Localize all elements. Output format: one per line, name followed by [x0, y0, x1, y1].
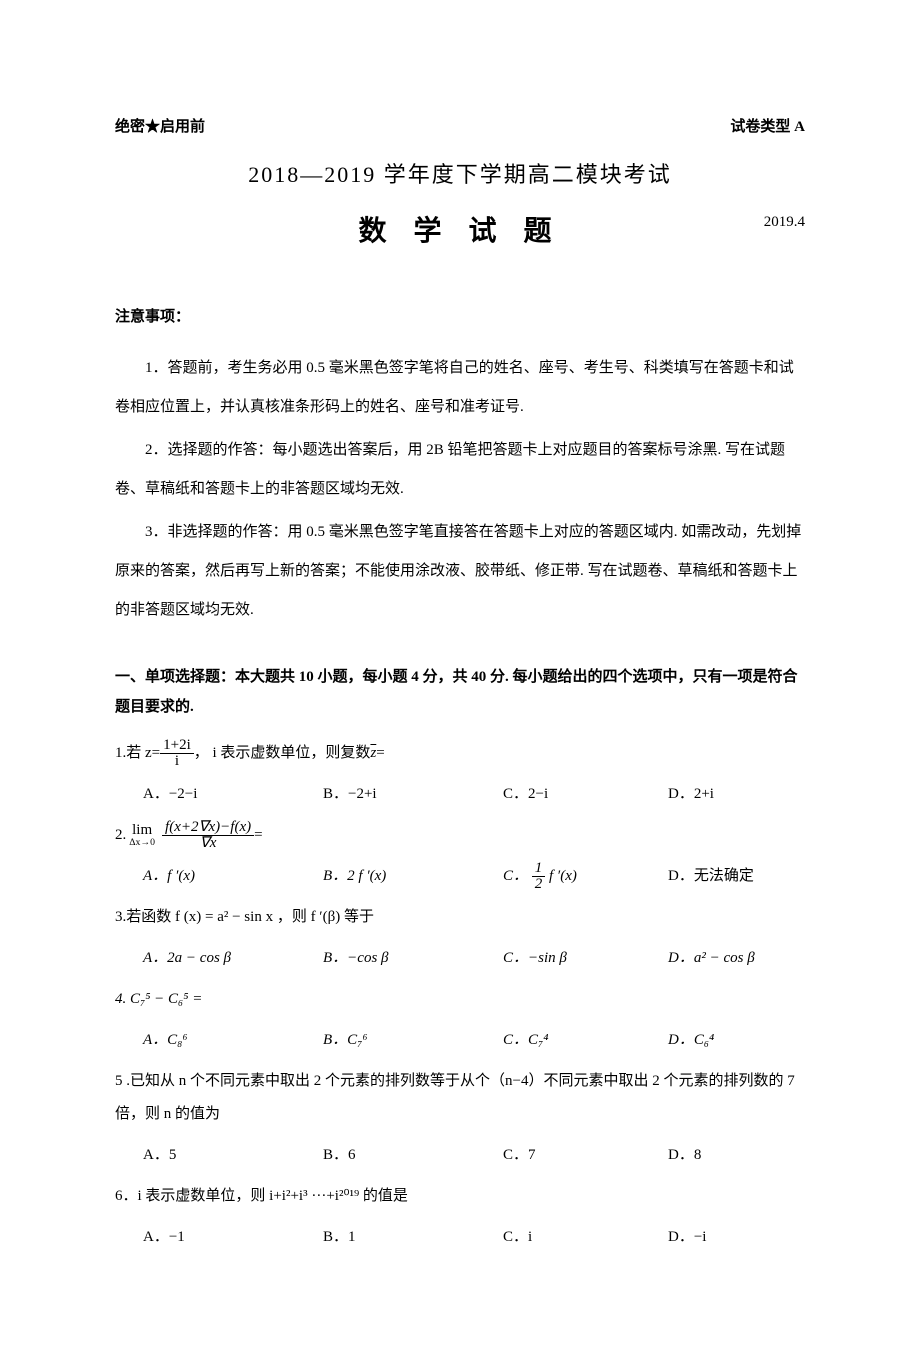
q6-option-a: A．−1 [143, 1221, 323, 1254]
q1-fraction: 1+2i i [160, 738, 194, 769]
q2-option-d: D．无法确定 [668, 860, 805, 893]
header-row: 绝密★启用前 试卷类型 A [115, 115, 805, 139]
title-main: 2018—2019 学年度下学期高二模块考试 [115, 157, 805, 192]
q1-prefix: 1.若 z= [115, 737, 160, 770]
q2-frac-den: ∇x [162, 836, 254, 851]
q3-option-b: B．−cos β [323, 942, 503, 975]
q2-fraction: f(x+2∇x)−f(x) ∇x [162, 820, 254, 851]
q2-prefix: 2. [115, 819, 126, 852]
q2-frac-num: f(x+2∇x)−f(x) [162, 820, 254, 836]
question-1: 1.若 z= 1+2i i ， i 表示虚数单位，则复数 z = [115, 737, 805, 770]
question-4: 4. C₇⁵ − C₆⁵ = [115, 983, 805, 1016]
q2-lim-sub: Δx→0 [126, 838, 158, 848]
q2-option-b: B．2 f ′(x) [323, 860, 503, 893]
instruction-3: 3．非选择题的作答：用 0.5 毫米黑色签字笔直接答在答题卡上对应的答题区域内.… [115, 513, 805, 630]
date-label: 2019.4 [764, 210, 805, 234]
header-right: 试卷类型 A [730, 115, 805, 139]
question-2: 2. lim Δx→0 f(x+2∇x)−f(x) ∇x = [115, 819, 805, 852]
q3-option-c: C．−sin β [503, 942, 668, 975]
question-6: 6．i 表示虚数单位，则 i+i²+i³ ···+i²⁰¹⁹ 的值是 [115, 1180, 805, 1213]
q1-option-d: D．2+i [668, 778, 805, 811]
q1-option-c: C．2−i [503, 778, 668, 811]
q2-c-prefix: C． [503, 868, 528, 884]
q4-option-d: D．C₆⁴ [668, 1024, 805, 1057]
q6-option-b: B．1 [323, 1221, 503, 1254]
q3-options: A．2a − cos β B．−cos β C．−sin β D．a² − co… [115, 942, 805, 975]
question-3: 3.若函数 f (x) = a² − sin x ，则 f ′(β) 等于 [115, 901, 805, 934]
q1-suffix: = [376, 737, 384, 770]
q5-option-d: D．8 [668, 1139, 805, 1172]
title-sub-row: 数 学 试 题 2019.4 [115, 210, 805, 255]
instruction-1: 1．答题前，考生务必用 0.5 毫米黑色签字笔将自己的姓名、座号、考生号、科类填… [115, 349, 805, 427]
q2-lim-top: lim [126, 823, 158, 838]
q2-options: A．f ′(x) B．2 f ′(x) C． 1 2 f ′(x) D．无法确定 [115, 860, 805, 893]
title-sub: 数 学 试 题 [358, 210, 561, 255]
q6-option-c: C．i [503, 1221, 668, 1254]
q3-option-d: D．a² − cos β [668, 942, 805, 975]
q5-options: A．5 B．6 C．7 D．8 [115, 1139, 805, 1172]
q5-option-a: A．5 [143, 1139, 323, 1172]
q5-option-c: C．7 [503, 1139, 668, 1172]
q2-option-a: A．f ′(x) [143, 860, 323, 893]
q1-frac-num: 1+2i [160, 738, 194, 754]
notice-heading: 注意事项： [115, 305, 805, 329]
q1-middle: ， i 表示虚数单位，则复数 [194, 737, 371, 770]
q5-option-b: B．6 [323, 1139, 503, 1172]
q2-c-suffix: f ′(x) [549, 868, 577, 884]
q2-option-c: C． 1 2 f ′(x) [503, 860, 668, 893]
q4-option-a: A．C₈⁶ [143, 1024, 323, 1057]
instruction-2: 2．选择题的作答：每小题选出答案后，用 2B 铅笔把答题卡上对应题目的答案标号涂… [115, 431, 805, 509]
q2-c-frac-den: 2 [532, 877, 546, 892]
section1-title: 一、单项选择题：本大题共 10 小题，每小题 4 分，共 40 分. 每小题给出… [115, 662, 805, 722]
q4-option-c: C．C₇⁴ [503, 1024, 668, 1057]
question-5: 5 .已知从 n 个不同元素中取出 2 个元素的排列数等于从个（n−4）不同元素… [115, 1065, 805, 1131]
q3-option-a: A．2a − cos β [143, 942, 323, 975]
q1-option-a: A．−2−i [143, 778, 323, 811]
q2-lim: lim Δx→0 [126, 823, 158, 848]
q2-c-frac: 1 2 [532, 861, 546, 892]
q2-c-frac-num: 1 [532, 861, 546, 877]
q4-options: A．C₈⁶ B．C₇⁶ C．C₇⁴ D．C₆⁴ [115, 1024, 805, 1057]
q6-option-d: D．−i [668, 1221, 805, 1254]
q2-suffix: = [254, 819, 262, 852]
q1-frac-den: i [160, 754, 194, 769]
q1-option-b: B．−2+i [323, 778, 503, 811]
q1-options: A．−2−i B．−2+i C．2−i D．2+i [115, 778, 805, 811]
q4-option-b: B．C₇⁶ [323, 1024, 503, 1057]
q6-options: A．−1 B．1 C．i D．−i [115, 1221, 805, 1254]
header-left: 绝密★启用前 [115, 115, 205, 139]
